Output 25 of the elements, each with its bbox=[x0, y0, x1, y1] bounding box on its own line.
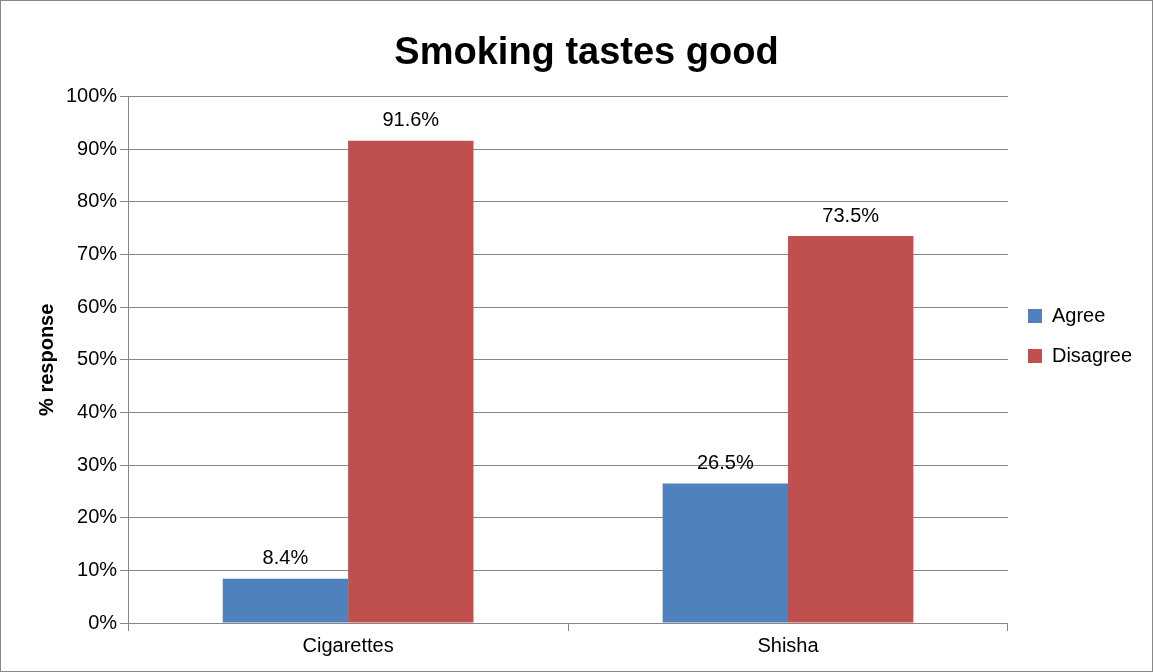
y-tick-label: 50% bbox=[77, 347, 118, 370]
chart-title: Smoking tastes good bbox=[394, 30, 779, 73]
bar bbox=[662, 483, 789, 623]
data-label: 26.5% bbox=[696, 451, 754, 474]
y-tick-label: 70% bbox=[77, 242, 118, 265]
y-tick-label: 60% bbox=[77, 294, 118, 317]
bar bbox=[222, 578, 349, 623]
legend-label: Disagree bbox=[1051, 343, 1133, 366]
data-label: 8.4% bbox=[262, 546, 309, 569]
x-tick-label: Cigarettes bbox=[302, 633, 394, 656]
y-tick-label: 100% bbox=[66, 84, 118, 107]
y-tick-label: 80% bbox=[77, 189, 118, 212]
bar bbox=[788, 236, 914, 623]
data-label: 91.6% bbox=[382, 108, 440, 131]
y-tick-label: 0% bbox=[88, 610, 118, 633]
y-tick-label: 30% bbox=[77, 452, 118, 475]
bar bbox=[348, 140, 474, 623]
y-tick-label: 90% bbox=[77, 136, 118, 159]
data-label: 73.5% bbox=[822, 203, 880, 226]
y-axis-title: % response bbox=[34, 303, 57, 416]
y-tick-label: 20% bbox=[77, 505, 118, 528]
y-tick-label: 40% bbox=[77, 399, 118, 422]
x-tick-label: Shisha bbox=[757, 633, 820, 656]
legend-label: Agree bbox=[1051, 303, 1106, 326]
y-tick-label: 10% bbox=[77, 557, 118, 580]
